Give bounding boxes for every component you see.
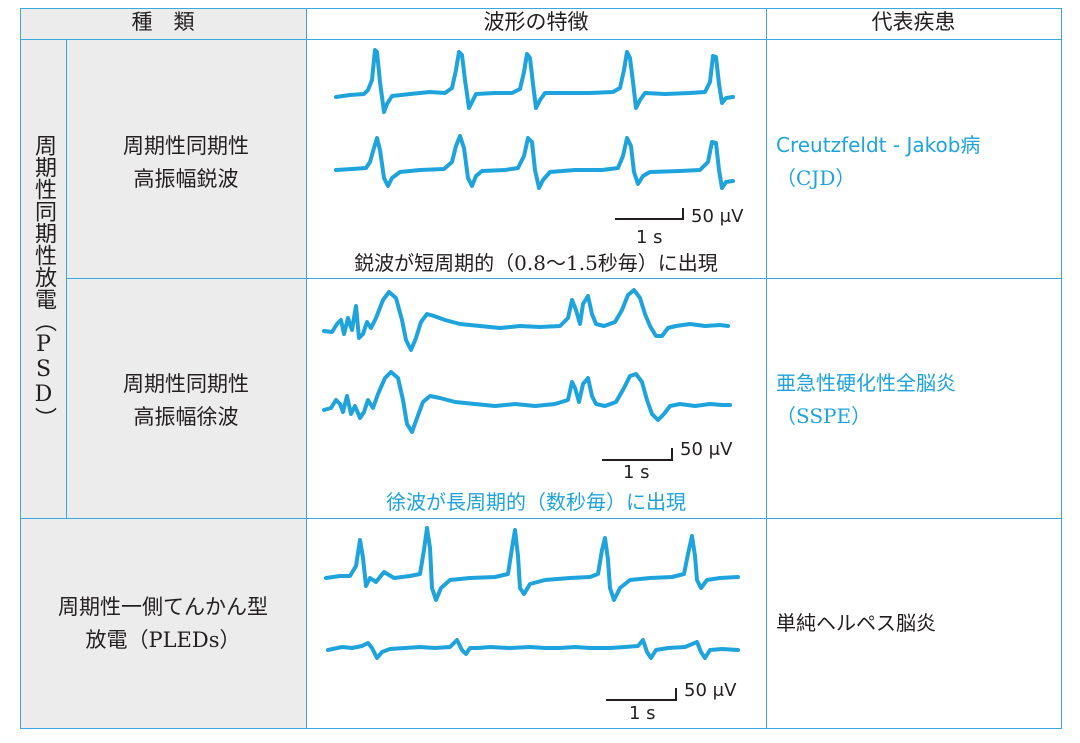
row1-wave-trace2 bbox=[336, 136, 733, 188]
row3-wave-trace1 bbox=[326, 528, 738, 600]
row3-wave-trace2 bbox=[328, 640, 738, 658]
row1-wave-trace1 bbox=[336, 50, 733, 112]
row2-wave-trace2 bbox=[324, 372, 730, 432]
row2-wave-trace1 bbox=[324, 290, 728, 350]
